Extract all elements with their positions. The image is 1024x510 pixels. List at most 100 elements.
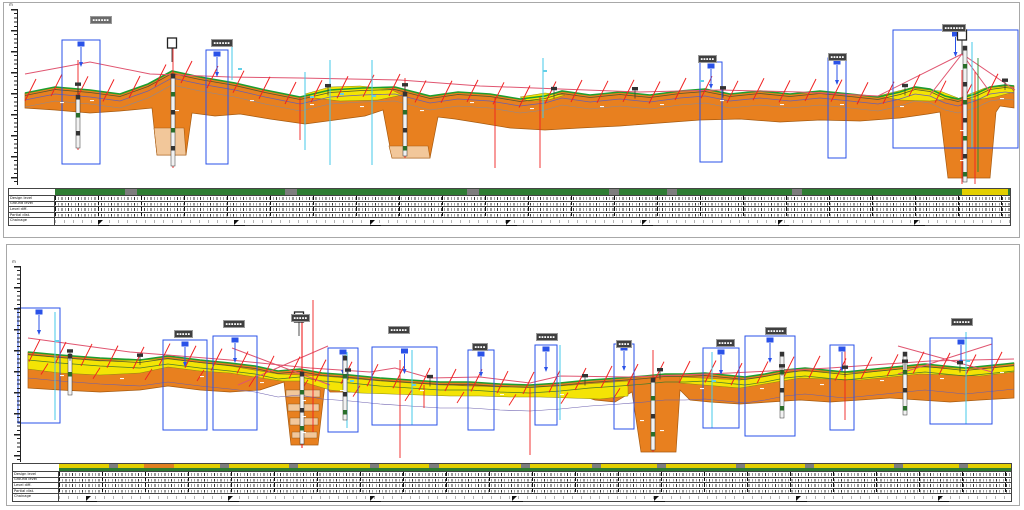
borehole-flag-icon (75, 82, 81, 86)
micro-label (420, 110, 424, 112)
dip-tick (76, 76, 89, 99)
borehole-flag-icon (957, 361, 963, 365)
structure-label-chip: ▪▪▪▪▪▪▪ (942, 24, 967, 32)
arrow-down-icon (719, 370, 723, 375)
dip-tick (392, 365, 405, 389)
dip-tick (830, 79, 843, 102)
micro-label (260, 382, 264, 384)
band-segment (959, 464, 968, 471)
micro-label-cyan (340, 93, 344, 95)
band-segment (521, 464, 530, 471)
dip-tick (508, 394, 517, 406)
box-head-marker (707, 63, 715, 69)
micro-label (310, 104, 314, 106)
borehole-flag-icon (345, 368, 351, 372)
dip-tick (288, 356, 301, 379)
station-marker-icon (234, 219, 246, 226)
borehole-flag-icon (582, 374, 588, 378)
arrow-down-icon (835, 80, 839, 85)
arrow-down-icon (622, 366, 626, 371)
row-label: Level diff. (9, 207, 55, 212)
dip-tick (622, 79, 635, 103)
micro-label (1000, 372, 1004, 374)
station-marker-icon (228, 495, 240, 502)
row-values (55, 196, 1010, 201)
band-segment (601, 464, 657, 471)
station-marker-icon (370, 219, 382, 226)
investigation-box (205, 49, 229, 165)
station-marker-icon (778, 219, 790, 226)
dip-tick (28, 339, 41, 362)
band-segment (619, 189, 667, 195)
row-values (55, 212, 1010, 218)
elevation-ruler: m (12, 259, 21, 462)
row-label: Partial dist. (13, 488, 59, 494)
row-label: Ground level (13, 477, 59, 483)
band-segment (297, 189, 467, 195)
station-marker-icon (938, 495, 950, 502)
band-segment (220, 464, 229, 471)
dip-tick (284, 81, 297, 105)
borehole-flag-icon (1002, 78, 1008, 82)
station-marker-icon (914, 219, 926, 226)
band-segment (229, 464, 289, 471)
investigation-box (744, 335, 796, 437)
dip-tick (414, 80, 427, 103)
dip-tick (882, 81, 895, 104)
bedding-line (24, 84, 1015, 114)
borehole-flag-icon (842, 365, 848, 369)
top-section-geology (24, 29, 1019, 184)
band-segment (903, 464, 959, 471)
dip-tick (678, 360, 691, 384)
band-segment (657, 464, 666, 471)
station-marker-icon (796, 495, 808, 502)
micro-label (880, 380, 884, 382)
dip-tick (596, 80, 609, 104)
dip-tick (986, 73, 999, 96)
dip-tick (912, 351, 925, 374)
station-marker-icon (642, 219, 654, 226)
structure-label-chip: ▪▪▪▪▪▪ (90, 16, 112, 24)
investigation-box (327, 347, 359, 433)
micro-label (960, 160, 964, 162)
structure-label-chip: ▪▪▪▪▪ (698, 55, 717, 63)
structure-label-chip: ▪▪▪▪ (616, 340, 633, 348)
station-marker-icon (370, 495, 382, 502)
table-row: Design level (13, 471, 1011, 477)
dip-tick (466, 79, 479, 103)
micro-label-cyan (55, 340, 59, 342)
grade-line (897, 343, 993, 375)
peach-layer (388, 145, 431, 159)
box-head-marker (717, 349, 725, 355)
micro-label (470, 102, 474, 104)
dip-tick (726, 80, 739, 104)
dip-tick (236, 351, 249, 374)
dip-tick (206, 65, 219, 89)
micro-label-cyan (966, 360, 970, 362)
investigation-box (829, 344, 855, 431)
profile-data-table: Design level Ground level Level diff. Parti… (8, 188, 1011, 227)
borehole-flag-icon (137, 353, 143, 357)
structure-label-chip: ▪▪▪▪▪▪ (211, 39, 233, 47)
dip-tick (626, 363, 639, 387)
dip-tick (570, 79, 583, 103)
micro-label (420, 390, 424, 392)
structure-label-chip: ▪▪▪▪▪▪ (951, 318, 973, 326)
borehole-flag-icon (902, 359, 908, 363)
dip-tick (352, 385, 361, 397)
borehole-flag-icon (779, 364, 785, 368)
dip-tick (964, 354, 977, 377)
micro-label (720, 100, 724, 102)
dip-tick (834, 358, 847, 381)
dip-tick (92, 367, 101, 379)
dip-tick (808, 355, 821, 379)
dip-tick (674, 77, 687, 101)
arrow-down-icon (768, 358, 772, 363)
row-values (55, 218, 1010, 226)
dip-tick (24, 78, 37, 102)
micro-label-cyan (412, 384, 416, 386)
band-segment (592, 464, 601, 471)
band-segment (429, 464, 439, 471)
grade-line (929, 53, 991, 96)
